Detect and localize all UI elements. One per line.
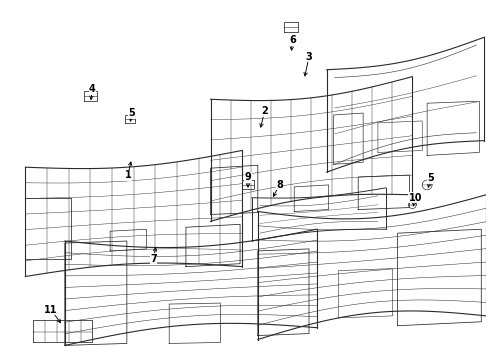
Text: 6: 6 bbox=[289, 35, 295, 45]
Text: 3: 3 bbox=[306, 52, 312, 62]
Text: 8: 8 bbox=[276, 180, 283, 190]
Text: 9: 9 bbox=[245, 172, 251, 182]
Text: 4: 4 bbox=[89, 84, 96, 94]
Text: 7: 7 bbox=[150, 254, 157, 264]
Text: 5: 5 bbox=[128, 108, 135, 118]
Text: 5: 5 bbox=[428, 173, 435, 183]
Text: 10: 10 bbox=[409, 193, 422, 203]
Text: 11: 11 bbox=[44, 305, 58, 315]
Text: 1: 1 bbox=[124, 170, 131, 180]
Text: 2: 2 bbox=[261, 106, 268, 116]
